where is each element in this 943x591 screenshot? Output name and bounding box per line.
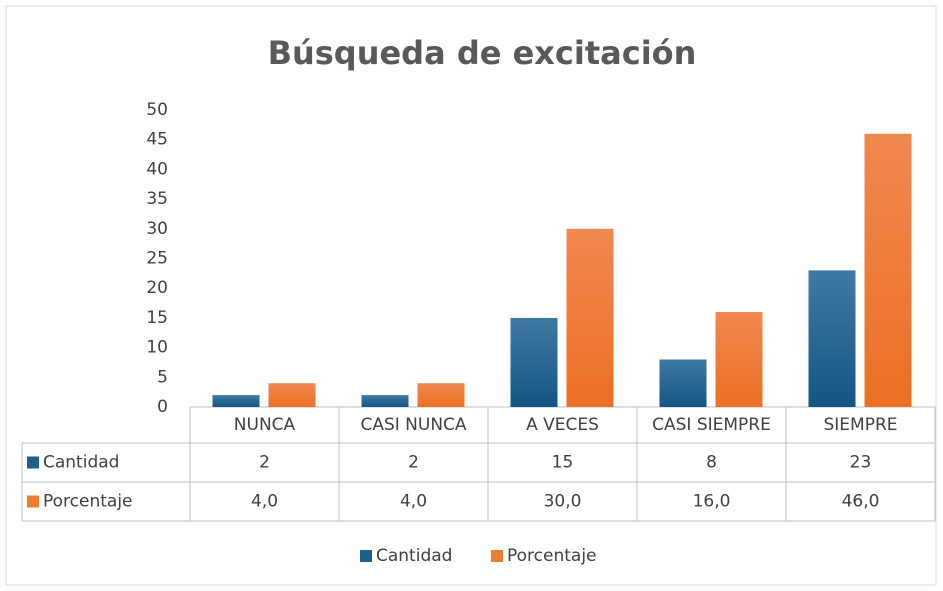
y-tick-label: 15 [146,308,168,328]
x-tick-label: CASI SIEMPRE [652,415,771,435]
legend-label: Porcentaje [507,546,597,566]
table-cell: 4,0 [400,492,427,512]
bar [510,317,558,407]
table-cell: 46,0 [842,492,880,512]
x-tick-label: A VECES [526,415,599,435]
bar [417,383,465,407]
table-cell: 2 [408,453,419,473]
table-legend-key [27,456,39,469]
x-tick-label: CASI NUNCA [360,415,466,435]
y-tick-label: 40 [146,159,168,179]
legend-key [360,550,372,562]
table-cell: 2 [259,453,270,473]
table-row-header: Porcentaje [43,492,133,512]
bar [808,270,856,407]
y-tick-label: 45 [146,130,168,150]
y-tick-label: 30 [146,219,168,239]
table-cell: 16,0 [693,492,731,512]
table-row-header: Cantidad [43,453,119,473]
x-tick-label: SIEMPRE [823,415,897,435]
bar [566,228,614,407]
y-tick-label: 35 [146,189,168,209]
y-tick-label: 10 [146,338,168,358]
table-cell: 8 [706,453,717,473]
table-cell: 4,0 [251,492,278,512]
legend-label: Cantidad [376,546,452,566]
x-tick-label: NUNCA [234,415,296,435]
y-tick-label: 0 [157,397,168,417]
bar [361,395,409,407]
y-tick-label: 50 [146,100,168,120]
table-cell: 15 [552,453,574,473]
table-cell: 30,0 [544,492,582,512]
y-tick-label: 20 [146,278,168,298]
legend-key [491,550,503,562]
chart-border [5,5,937,586]
table-legend-key [27,495,39,508]
table-cell: 23 [850,453,872,473]
chart-title: Búsqueda de excitación [268,34,697,72]
bar [659,359,707,407]
y-tick-label: 25 [146,249,168,269]
bar [212,395,260,407]
bar [268,383,316,407]
y-tick-label: 5 [157,367,168,387]
bar [864,133,912,407]
bar [715,311,763,407]
